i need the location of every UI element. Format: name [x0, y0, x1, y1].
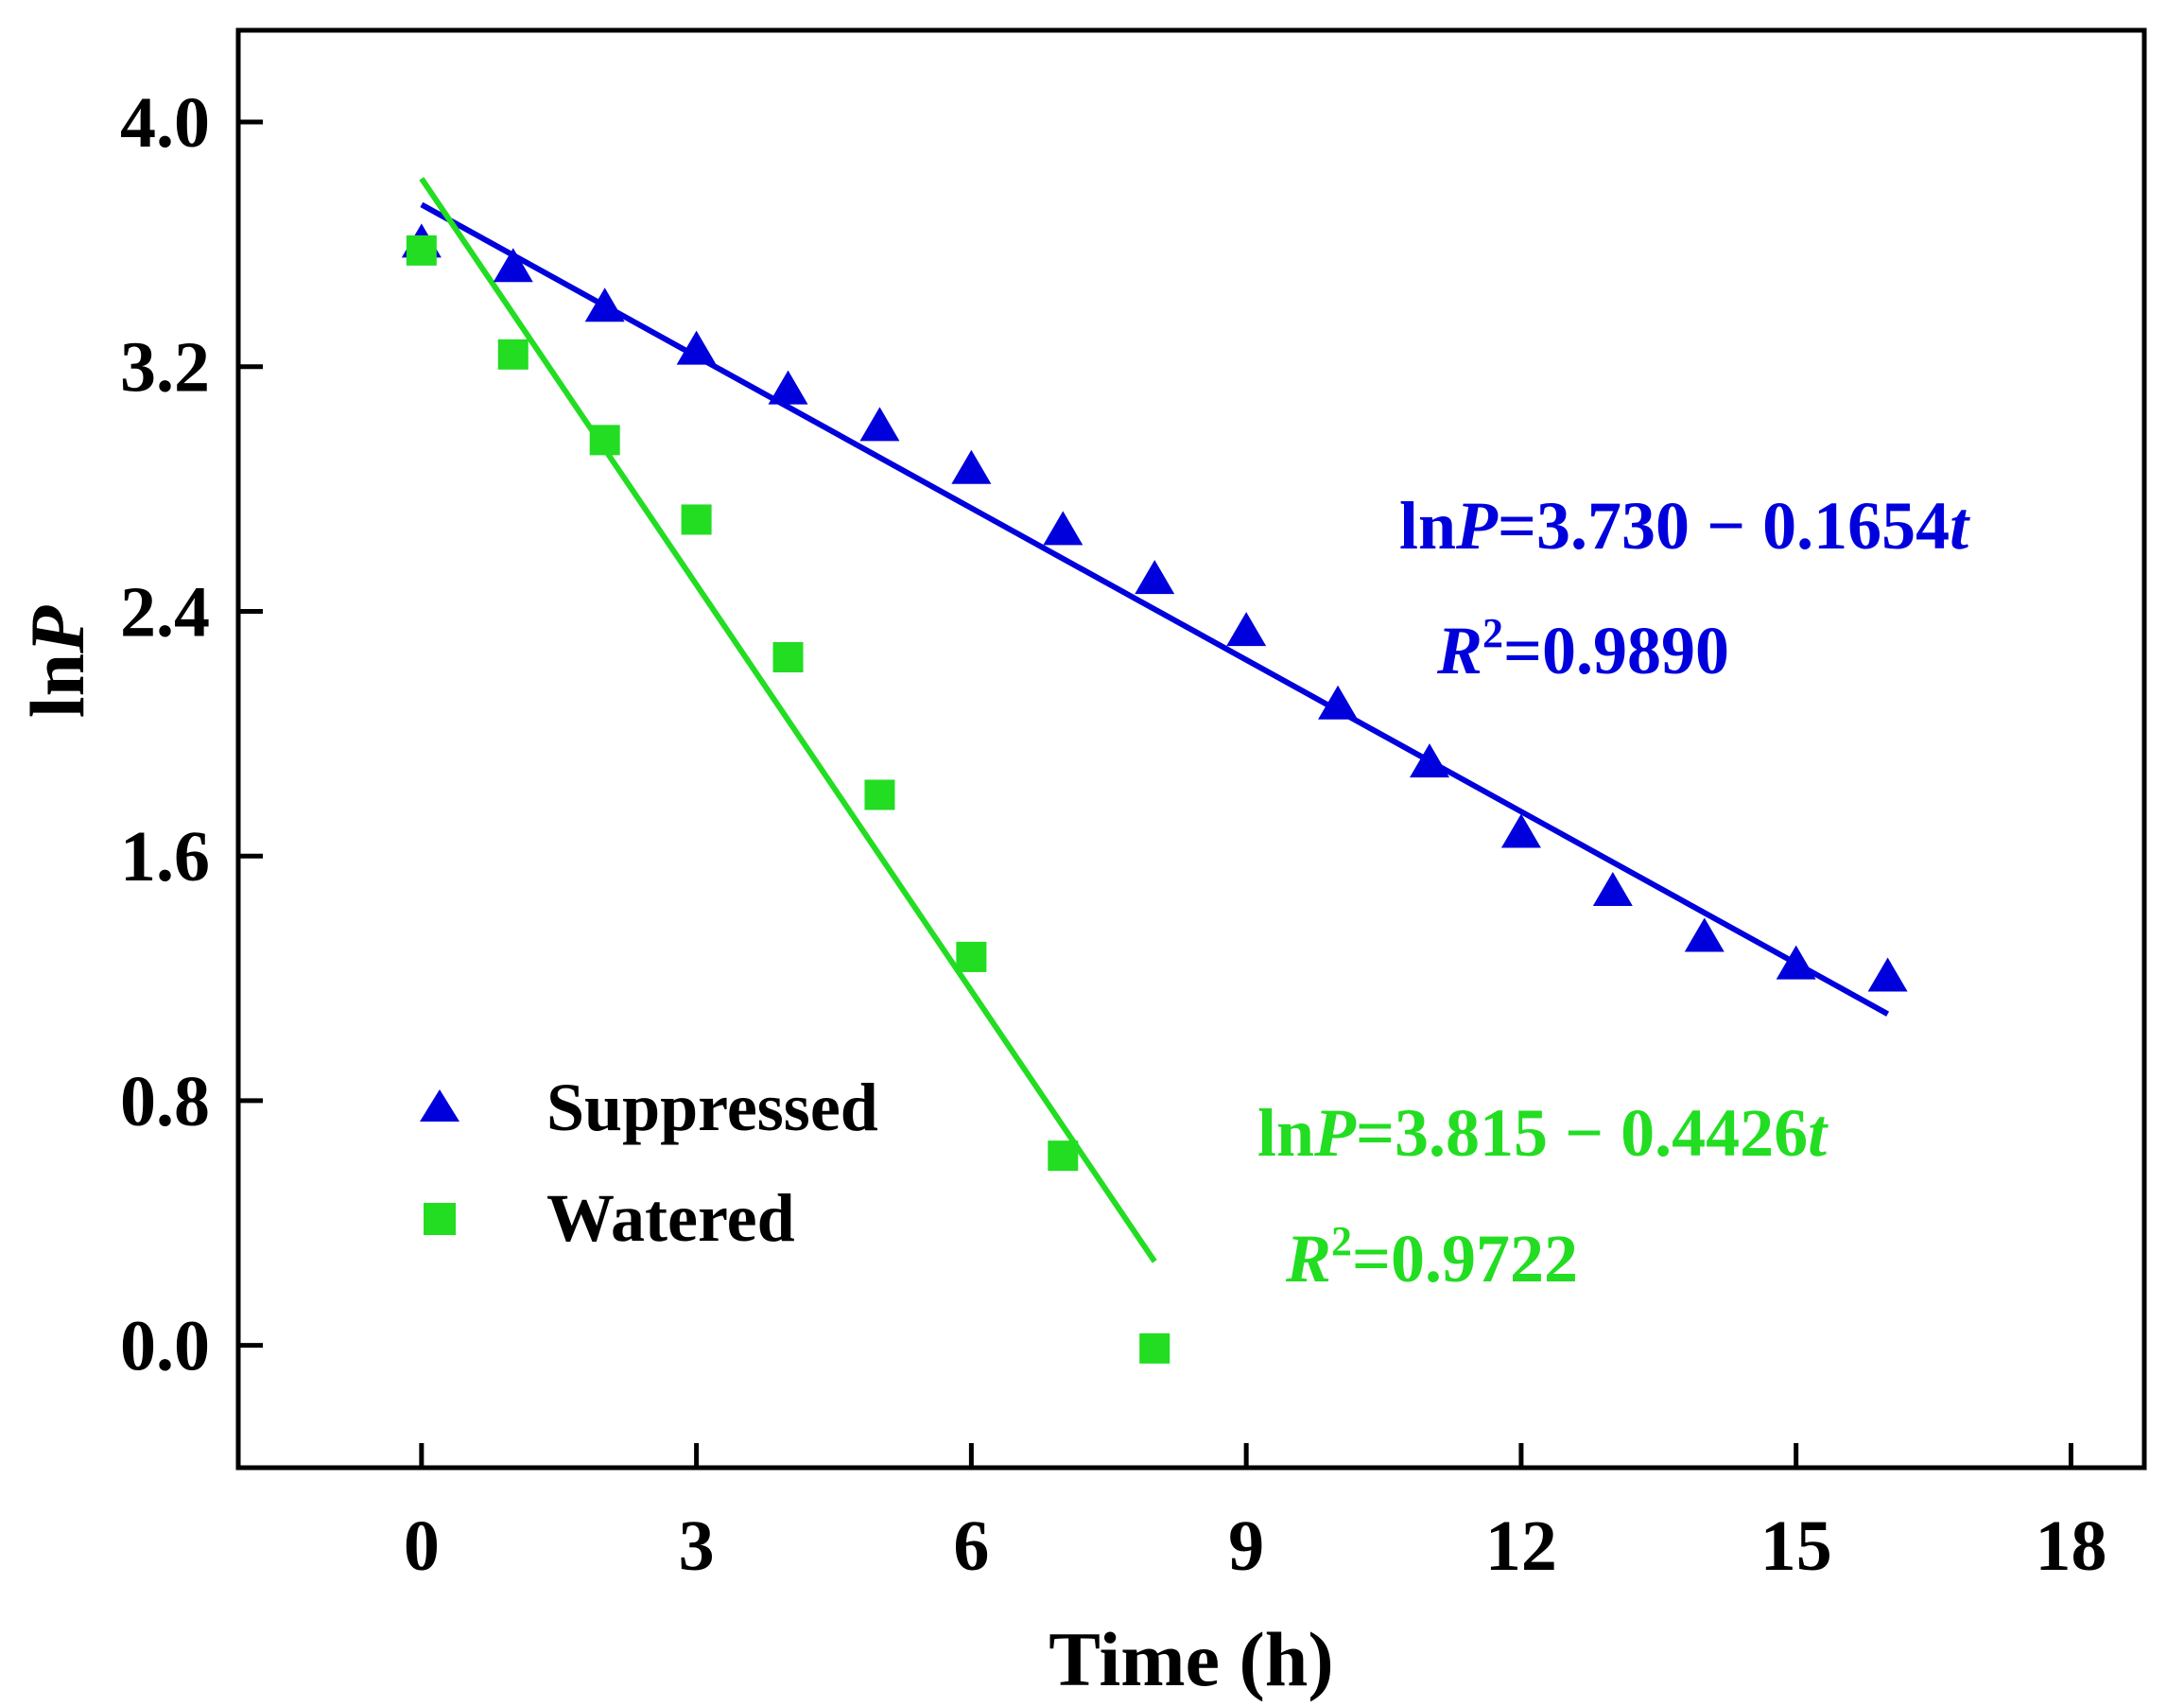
r2-suppressed: R2=0.9890	[1436, 610, 1729, 688]
point-suppressed	[1043, 511, 1083, 546]
point-suppressed	[951, 449, 992, 484]
plot-frame	[235, 27, 2147, 1471]
x-axis-title: Time (h)	[1049, 1616, 1333, 1702]
point-watered	[681, 504, 712, 535]
legend-label-suppressed: Suppressed	[546, 1070, 878, 1145]
point-suppressed	[676, 330, 717, 365]
legend: Suppressed Watered	[420, 1070, 878, 1256]
y-tick-label: 2.4	[120, 572, 210, 652]
annotation-suppressed: lnP=3.730 − 0.1654t R2=0.9890	[1399, 488, 1970, 688]
legend-marker-suppressed	[420, 1089, 459, 1122]
r2-watered: R2=0.9722	[1285, 1218, 1578, 1297]
point-suppressed	[1867, 957, 1908, 992]
x-tick-label: 0	[404, 1506, 440, 1586]
point-suppressed	[1776, 945, 1816, 980]
point-watered	[1139, 1332, 1170, 1364]
legend-marker-watered	[424, 1203, 456, 1235]
point-suppressed	[584, 287, 625, 322]
y-tick-label: 1.6	[120, 817, 210, 897]
legend-label-watered: Watered	[546, 1180, 795, 1256]
x-tick-label: 3	[679, 1506, 715, 1586]
point-watered	[497, 339, 529, 370]
point-watered	[956, 941, 987, 972]
point-watered	[406, 235, 437, 266]
axes: 0 3 6 9 12 15 18 0.0 0.8 1.6 2.4 3.2 4.0	[120, 83, 2106, 1586]
fit-line-suppressed	[420, 201, 1890, 1017]
x-tick-label: 15	[1760, 1506, 1832, 1586]
point-watered	[1048, 1140, 1079, 1172]
y-tick-label: 0.8	[120, 1062, 210, 1141]
point-suppressed	[1684, 917, 1725, 952]
point-suppressed	[493, 248, 533, 283]
x-tick-label: 6	[953, 1506, 989, 1586]
point-suppressed	[1226, 612, 1267, 647]
x-tick-label: 9	[1228, 1506, 1264, 1586]
annotation-watered: lnP=3.815 − 0.4426t R2=0.9722	[1257, 1095, 1829, 1297]
point-suppressed	[1135, 560, 1175, 595]
y-tick-label: 0.0	[120, 1307, 210, 1386]
point-suppressed	[1410, 743, 1449, 778]
point-watered	[772, 641, 804, 672]
equation-watered: lnP=3.815 − 0.4426t	[1257, 1095, 1829, 1171]
y-tick-label: 3.2	[120, 328, 210, 408]
x-tick-label: 12	[1485, 1506, 1557, 1586]
point-watered	[864, 779, 895, 810]
point-suppressed	[768, 370, 808, 405]
point-suppressed	[859, 407, 900, 442]
point-watered	[589, 425, 620, 456]
y-axis-title: lnP	[14, 605, 100, 718]
equation-suppressed: lnP=3.730 − 0.1654t	[1399, 488, 1970, 564]
point-suppressed	[1500, 813, 1541, 848]
y-tick-label: 4.0	[120, 83, 210, 163]
fit-lines	[419, 177, 1890, 1263]
x-tick-label: 18	[2035, 1506, 2106, 1586]
point-suppressed	[1592, 872, 1633, 906]
data-points	[401, 223, 1908, 1364]
point-suppressed	[1318, 685, 1359, 720]
fit-line-watered	[419, 177, 1157, 1263]
